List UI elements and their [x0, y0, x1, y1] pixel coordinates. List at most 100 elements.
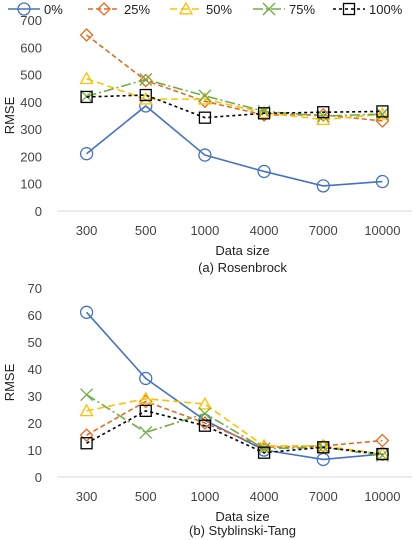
x-tick-label: 7000: [309, 223, 338, 238]
series-0pct: [79, 99, 390, 193]
y-tick-label: 100: [20, 177, 42, 192]
data-point: [198, 89, 212, 103]
y-tick-label: 0: [35, 470, 42, 485]
x-tick-label: 500: [135, 489, 157, 504]
x-tick-label: 10000: [364, 489, 400, 504]
data-point: [139, 404, 152, 418]
data-point: [198, 419, 212, 432]
data-point: [316, 452, 330, 467]
x-axis-title: Data size: [215, 243, 269, 258]
y-tick-label: 30: [28, 389, 42, 404]
legend-label: 25%: [124, 2, 150, 17]
data-point: [375, 433, 390, 448]
y-tick-label: 10: [28, 443, 42, 458]
y-tick-label: 50: [28, 335, 42, 350]
data-point: [376, 447, 389, 461]
y-tick-label: 400: [20, 95, 42, 110]
data-point: [80, 90, 93, 104]
data-point: [316, 438, 331, 452]
data-point: [375, 107, 389, 121]
data-point: [198, 148, 212, 162]
legend-item: 100%: [333, 2, 403, 17]
legend-item: 75%: [253, 2, 315, 17]
data-point: [257, 107, 271, 120]
legend-marker: [97, 2, 111, 16]
data-point: [139, 371, 153, 386]
x-axis-title: Data size: [215, 509, 269, 524]
y-tick-label: 600: [20, 40, 42, 55]
data-point: [79, 428, 94, 443]
x-tick-label: 300: [76, 223, 98, 238]
series-line: [85, 311, 383, 461]
y-tick-label: 20: [28, 416, 42, 431]
data-point: [257, 442, 271, 456]
legend-marker: [17, 2, 31, 16]
y-tick-label: 700: [20, 13, 42, 28]
series-line: [86, 78, 383, 117]
y-tick-label: 500: [20, 68, 42, 83]
chart-rosenbrock: 0 100 200 300 400 500 600 700 300 500 1000 4000 7000…: [2, 13, 412, 275]
x-tick-label: 300: [76, 489, 98, 504]
chart-caption: (b) Styblinski-Tang: [189, 523, 296, 538]
series-line: [86, 400, 383, 449]
data-point: [79, 147, 94, 161]
legend-marker: [178, 1, 194, 15]
series-line: [86, 397, 383, 455]
data-point: [257, 446, 271, 459]
y-tick-label: 60: [28, 308, 42, 323]
y-tick-label: 300: [20, 122, 42, 137]
y-tick-label: 200: [20, 149, 42, 164]
y-tick-label: 40: [28, 362, 42, 377]
x-tick-label: 1000: [190, 223, 219, 238]
legend-label: 50%: [206, 2, 232, 17]
data-point: [139, 73, 153, 86]
x-tick-label: 4000: [250, 489, 279, 504]
chart-styblinski-tang: 0 10 20 30 40 50 60 70 300 500 1000 4000 7000 10000 Da…: [2, 281, 412, 538]
data-point: [79, 403, 94, 417]
data-point: [139, 88, 152, 102]
legend-item: 0%: [8, 2, 63, 17]
series-line: [86, 94, 383, 119]
data-point: [79, 71, 94, 85]
data-point: [198, 111, 212, 124]
data-point: [375, 174, 390, 189]
legend-item: 25%: [88, 2, 150, 17]
y-axis-title: RMSE: [2, 363, 17, 401]
data-point: [138, 73, 153, 88]
data-point: [197, 416, 212, 430]
x-tick-label: 1000: [190, 489, 219, 504]
legend-marker: [262, 2, 276, 16]
data-point: [317, 106, 330, 119]
x-tick-label: 4000: [250, 223, 279, 238]
series-100pct: [80, 88, 389, 124]
series-50pct: [79, 391, 390, 460]
data-point: [376, 105, 389, 118]
series-line: [86, 393, 383, 457]
data-point: [317, 441, 330, 454]
series-line: [86, 104, 383, 187]
data-point: [375, 446, 390, 460]
data-point: [138, 91, 153, 105]
x-tick-label: 10000: [364, 223, 400, 238]
y-tick-label: 0: [35, 204, 42, 219]
data-point: [79, 28, 94, 42]
series-0pct: [79, 305, 390, 467]
data-point: [197, 396, 213, 410]
legend: 0% 25% 50% 75% 100%: [8, 1, 403, 17]
y-tick-label: 70: [28, 281, 42, 296]
series-100pct: [80, 404, 389, 461]
legend-label: 75%: [289, 2, 315, 17]
data-point: [139, 425, 153, 439]
legend-label: 100%: [369, 2, 403, 17]
chart-caption: (a) Rosenbrock: [198, 260, 287, 275]
series-line: [86, 77, 383, 121]
series-line: [86, 409, 383, 455]
series-line: [86, 34, 383, 122]
data-point: [316, 179, 330, 193]
legend-item: 50%: [170, 1, 232, 17]
data-point: [80, 437, 93, 450]
legend-marker: [342, 2, 356, 16]
data-point: [375, 106, 390, 120]
data-point: [138, 391, 153, 405]
